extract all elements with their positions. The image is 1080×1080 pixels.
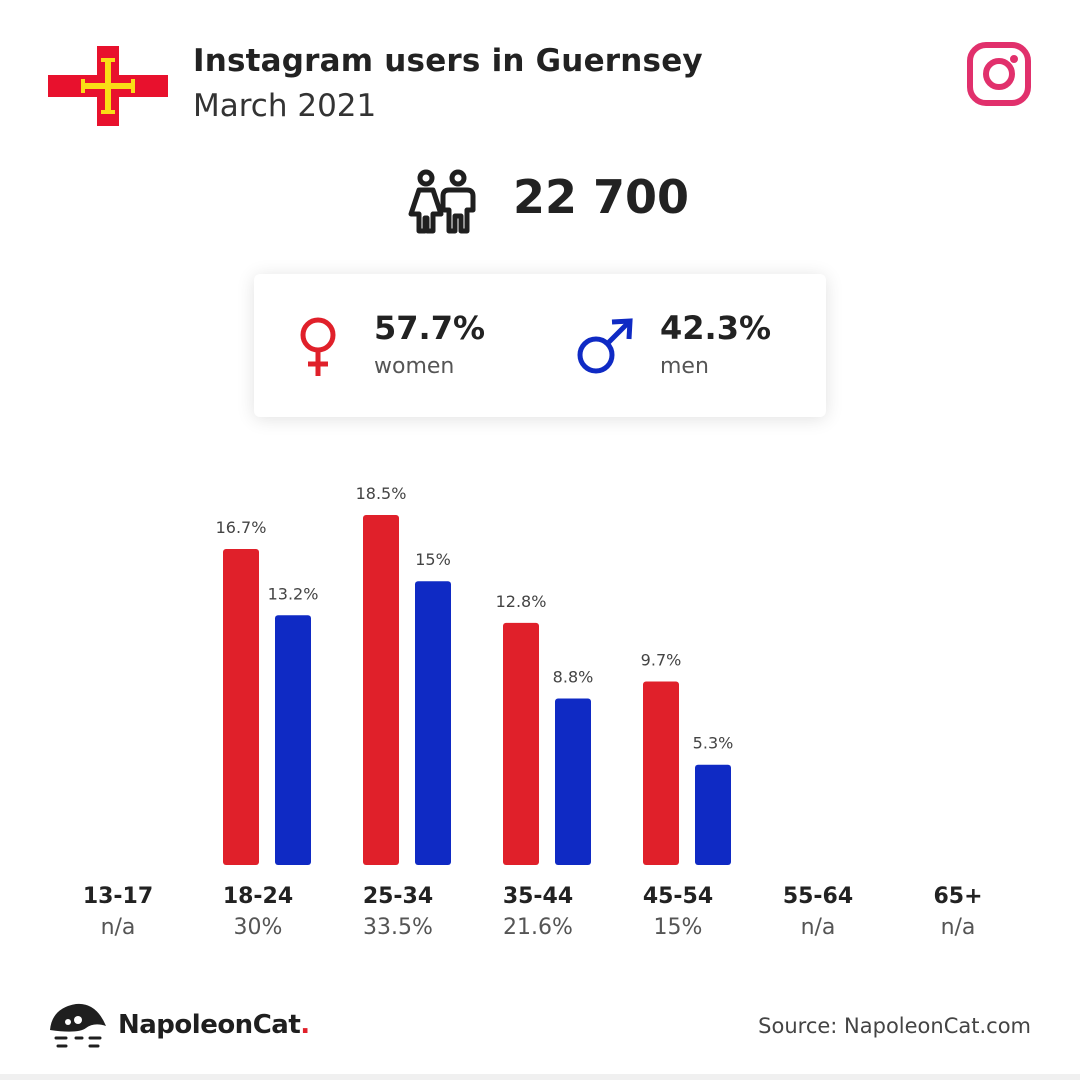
people-icon [408, 169, 476, 234]
age-range-label: 35-44 [502, 884, 574, 909]
age-total-share: n/a [940, 915, 976, 940]
women-percentage: 57.7% [374, 309, 486, 347]
bar-value-label: 16.7% [216, 518, 267, 537]
bar-25-34-men [415, 581, 451, 865]
gender-card [254, 274, 826, 417]
age-group-25-34: 25-34 33.5% [328, 884, 468, 940]
age-group-35-44: 35-44 21.6% [468, 884, 608, 940]
bar-value-label: 5.3% [693, 734, 734, 753]
age-range-label: 25-34 [362, 884, 434, 909]
age-range-label: 65+ [933, 884, 983, 909]
total-users: 22 700 [513, 170, 690, 224]
female-symbol-icon [300, 317, 336, 376]
age-range-label: 13-17 [82, 884, 154, 909]
men-label: men [660, 354, 709, 379]
age-group-55-64: 55-64 n/a [748, 884, 888, 940]
age-group-65+: 65+ n/a [888, 884, 1028, 940]
bar-value-label: 15% [415, 550, 451, 569]
bar-value-label: 8.8% [553, 668, 594, 687]
brand-text: NapoleonCat [118, 1010, 301, 1040]
bottom-strip [0, 1074, 1080, 1080]
instagram-icon [967, 42, 1031, 106]
page-subtitle: March 2021 [193, 88, 377, 124]
women-label: women [374, 354, 455, 379]
bar-18-24-women [223, 549, 259, 865]
men-percentage: 42.3% [660, 309, 772, 347]
bar-value-label: 9.7% [641, 650, 682, 669]
brand-dot: . [300, 1010, 310, 1040]
bar-45-54-women [643, 681, 679, 865]
age-total-share: 21.6% [503, 915, 573, 940]
age-total-share: 15% [653, 915, 703, 940]
bar-18-24-men [275, 615, 311, 865]
bar-35-44-women [503, 622, 539, 865]
bar-45-54-men [695, 764, 731, 865]
guernsey-flag-icon [48, 46, 168, 126]
age-range-label: 55-64 [782, 884, 854, 909]
napoleoncat-logo-icon [50, 1003, 106, 1048]
bar-value-label: 18.5% [356, 484, 407, 503]
brand-name: NapoleonCat. [118, 1010, 310, 1040]
age-total-share: n/a [100, 915, 136, 940]
age-gender-bar-chart: 16.7% 13.2% 18.5% 15% 12.8% 8.8% 9.7% 5.3% [216, 484, 734, 865]
source-text: Source: NapoleonCat.com [758, 1014, 1031, 1038]
age-range-label: 45-54 [642, 884, 714, 909]
male-symbol-icon [577, 318, 633, 374]
age-range-label: 18-24 [222, 884, 294, 909]
age-group-18-24: 18-24 30% [188, 884, 328, 940]
bar-value-label: 12.8% [496, 592, 547, 611]
bar-value-label: 13.2% [268, 584, 319, 603]
age-total-share: 30% [233, 915, 283, 940]
bar-25-34-women [363, 515, 399, 865]
age-group-45-54: 45-54 15% [608, 884, 748, 940]
age-group-13-17: 13-17 n/a [48, 884, 188, 940]
page-title: Instagram users in Guernsey [193, 43, 703, 79]
age-total-share: n/a [800, 915, 836, 940]
age-total-share: 33.5% [363, 915, 433, 940]
bar-35-44-men [555, 698, 591, 865]
